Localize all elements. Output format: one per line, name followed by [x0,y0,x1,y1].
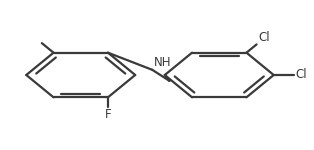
Text: F: F [105,108,111,121]
Text: NH: NH [154,56,171,69]
Text: Cl: Cl [258,31,270,44]
Text: Cl: Cl [295,69,307,81]
